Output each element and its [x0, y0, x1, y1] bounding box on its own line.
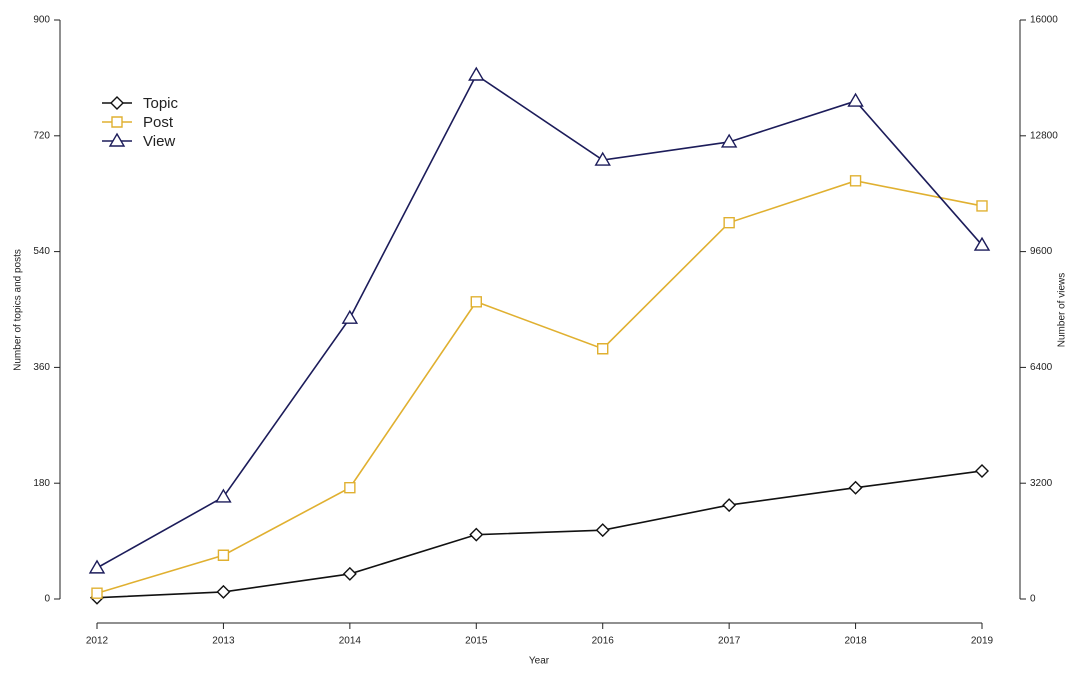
data-point — [91, 587, 103, 599]
y2-tick-label: 3200 — [1030, 478, 1053, 489]
y-axis-label: Number of topics and posts — [13, 249, 24, 371]
x-axis-label: Year — [529, 656, 550, 667]
data-point — [973, 236, 991, 251]
legend-marker — [110, 96, 124, 110]
legend-label: View — [143, 133, 175, 150]
data-point — [848, 480, 863, 495]
x-tick-label: 2019 — [971, 636, 994, 647]
data-point — [470, 296, 482, 308]
data-point — [976, 200, 988, 212]
legend-label: Post — [143, 114, 174, 131]
y-tick-label: 900 — [33, 15, 50, 26]
x-tick-label: 2012 — [86, 636, 109, 647]
y-tick-label: 540 — [33, 246, 50, 257]
data-point — [469, 527, 484, 542]
data-point — [597, 343, 609, 355]
series-line — [96, 470, 983, 599]
data-point — [723, 216, 735, 229]
y2-tick-label: 12800 — [1030, 130, 1058, 141]
y2-tick-label: 9600 — [1030, 246, 1053, 257]
x-tick-label: 2015 — [465, 636, 488, 647]
y-tick-label: 720 — [33, 130, 50, 141]
y2-axis-label: Number of views — [1057, 273, 1068, 347]
legend-label: Topic — [143, 95, 179, 112]
data-point — [720, 133, 738, 148]
y2-tick-label: 6400 — [1030, 362, 1053, 373]
data-point — [722, 498, 737, 513]
x-tick-label: 2016 — [592, 636, 615, 647]
data-point — [594, 151, 611, 166]
y-tick-label: 0 — [44, 594, 50, 605]
data-point — [216, 584, 231, 599]
y-tick-label: 360 — [33, 362, 50, 373]
y2-tick-label: 0 — [1030, 594, 1036, 605]
data-point — [341, 309, 359, 324]
data-point — [344, 482, 356, 494]
data-point — [975, 463, 989, 478]
legend-marker — [108, 132, 126, 147]
series-line — [96, 180, 983, 594]
data-point — [595, 523, 610, 538]
x-tick-label: 2018 — [844, 636, 867, 647]
data-point — [849, 175, 862, 187]
y2-tick-label: 16000 — [1030, 15, 1058, 26]
legend-marker — [111, 116, 123, 128]
y-tick-label: 180 — [33, 478, 50, 489]
x-tick-label: 2014 — [339, 636, 362, 647]
data-point — [215, 488, 232, 503]
x-tick-label: 2013 — [212, 636, 235, 647]
data-point — [468, 66, 485, 81]
data-point — [847, 92, 864, 107]
data-point — [217, 549, 230, 561]
data-point — [88, 559, 106, 574]
data-point — [342, 566, 357, 581]
series-line — [96, 73, 983, 569]
x-tick-label: 2017 — [718, 636, 741, 647]
